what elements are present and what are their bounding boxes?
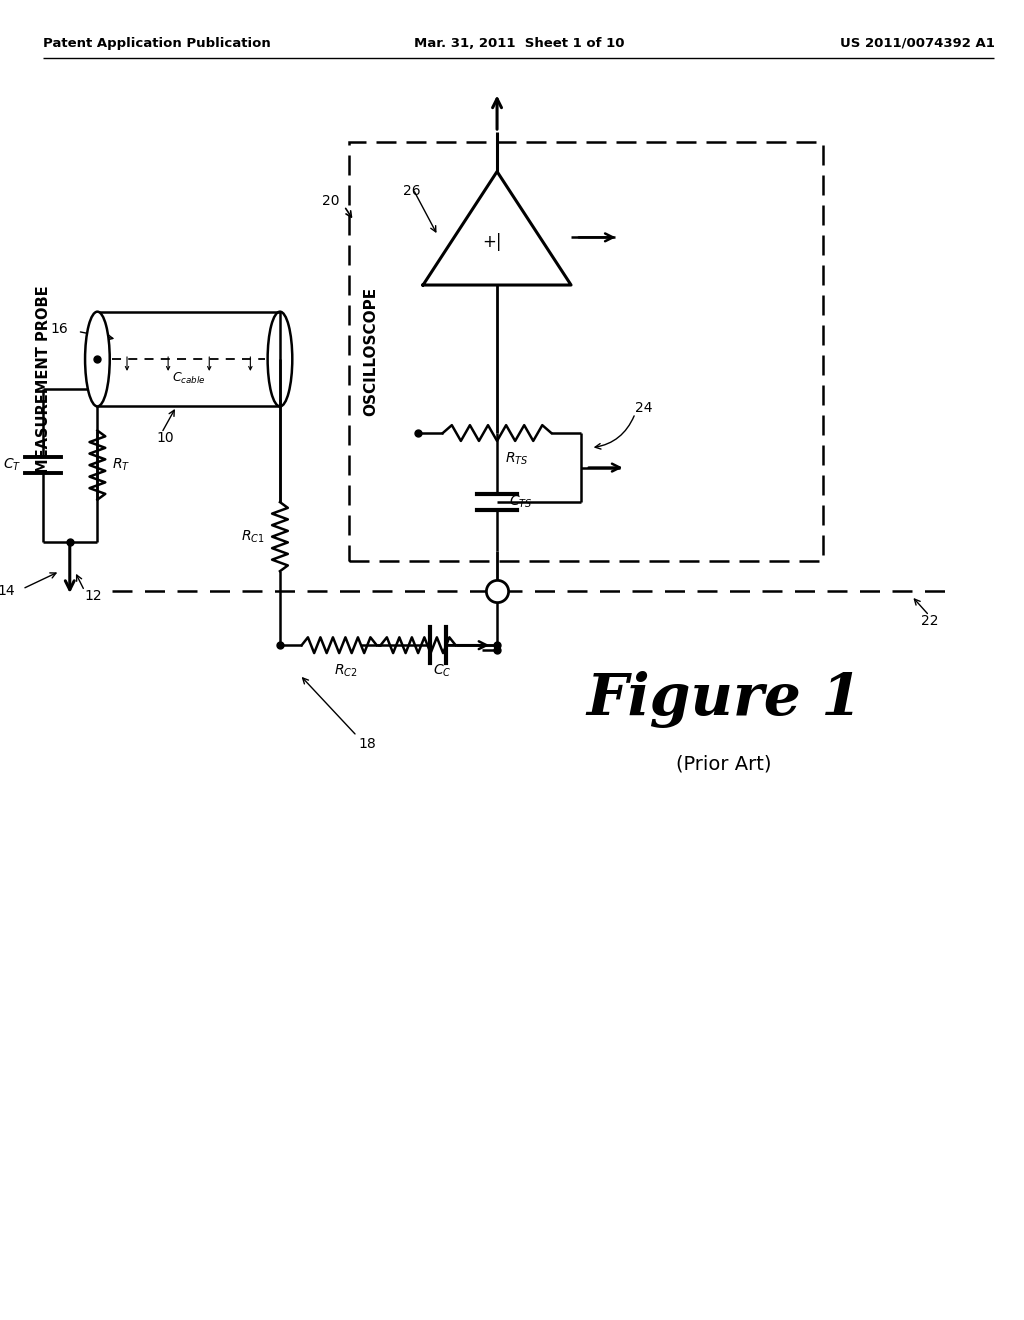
Text: 18: 18 [358,737,377,751]
Text: $R_{C2}$: $R_{C2}$ [334,663,357,680]
Text: Patent Application Publication: Patent Application Publication [43,37,271,50]
Text: 26: 26 [403,185,421,198]
Bar [97,312,280,407]
Text: 22: 22 [922,614,939,627]
Text: OSCILLOSCOPE: OSCILLOSCOPE [364,286,378,416]
Text: $C_{cable}$: $C_{cable}$ [172,371,206,385]
Text: +|: +| [482,232,502,251]
Text: $R_{TS}$: $R_{TS}$ [505,451,528,467]
Text: 12: 12 [85,589,102,603]
Text: 14: 14 [0,583,15,598]
Text: $C_{TS}$: $C_{TS}$ [509,494,532,511]
Text: $C_T$: $C_T$ [3,457,22,474]
Text: $R_{C1}$: $R_{C1}$ [242,528,265,545]
Text: 24: 24 [635,401,652,416]
Text: US 2011/0074392 A1: US 2011/0074392 A1 [840,37,994,50]
Text: 10: 10 [157,430,174,445]
Text: Figure 1: Figure 1 [586,671,862,727]
Text: 20: 20 [322,194,339,209]
Text: MEASUREMENT PROBE: MEASUREMENT PROBE [36,285,50,473]
Text: Mar. 31, 2011  Sheet 1 of 10: Mar. 31, 2011 Sheet 1 of 10 [414,37,624,50]
Ellipse shape [85,312,110,407]
Bar [349,143,822,561]
Text: 16: 16 [50,322,68,337]
Text: $C_C$: $C_C$ [433,663,452,680]
Text: (Prior Art): (Prior Art) [676,754,772,774]
Text: $R_T$: $R_T$ [113,457,130,474]
